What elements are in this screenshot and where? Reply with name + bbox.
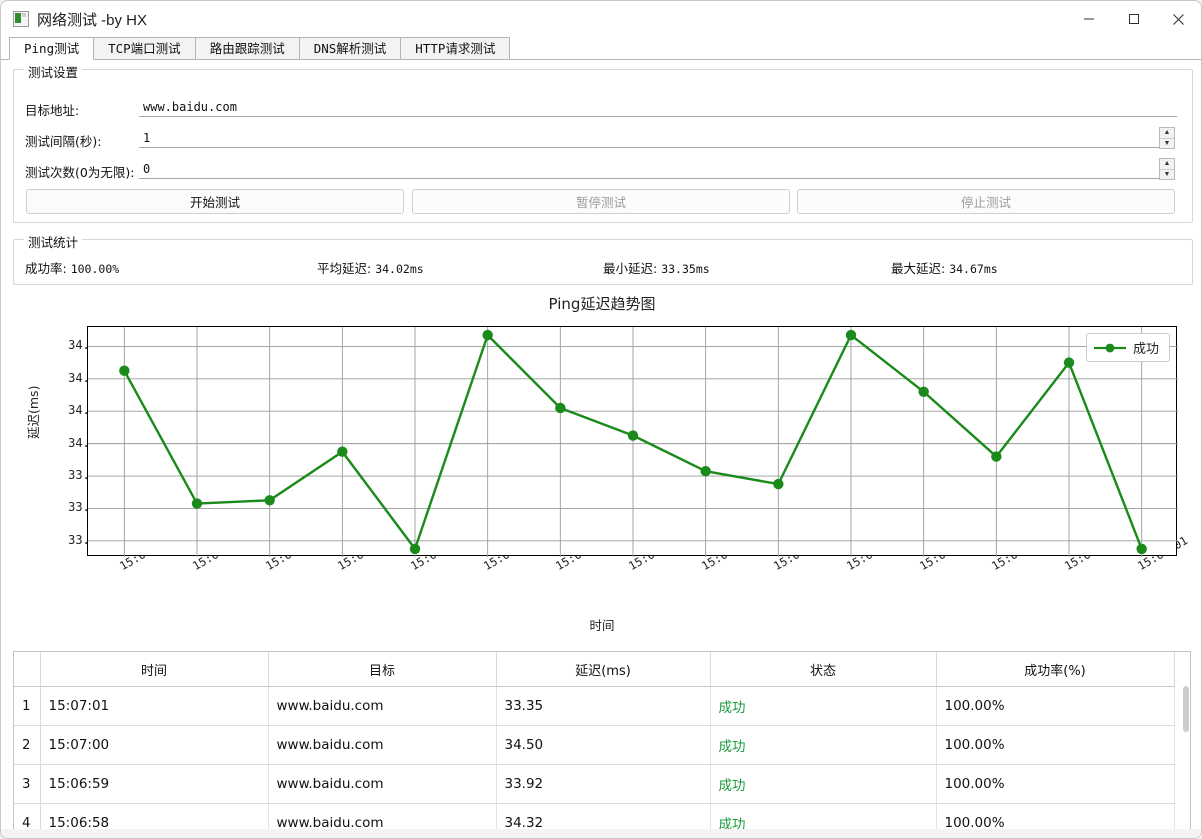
table-cell-rate: 100.00% [936, 803, 1175, 830]
start-test-button[interactable]: 开始测试 [26, 189, 404, 214]
table-cell-latency: 34.50 [496, 725, 711, 765]
pause-test-button[interactable]: 暂停测试 [412, 189, 790, 214]
chevron-down-icon[interactable]: ▼ [1163, 139, 1171, 147]
table-cell-time: 15:06:58 [40, 803, 269, 830]
avg-latency-stat: 平均延迟: 34.02ms [317, 258, 424, 277]
chart-legend: 成功 [1085, 333, 1170, 362]
table-cell-latency: 34.32 [496, 803, 711, 830]
success-rate-value: 100.00% [70, 262, 120, 276]
table-cell-target: www.baidu.com [268, 764, 497, 804]
table-header-row: 时间 目标 延迟(ms) 状态 成功率(%) [14, 652, 1175, 687]
table-row[interactable]: 3 15:06:59 www.baidu.com 33.92 成功 100.00% [14, 764, 1175, 804]
count-stepper[interactable]: ▲ ▼ [1159, 158, 1175, 180]
table-header-rownum [14, 652, 41, 687]
table-cell-time: 15:07:00 [40, 725, 269, 765]
window-title: 网络测试 -by HX [37, 11, 148, 29]
table-cell-status: 成功 [710, 803, 937, 830]
tab-ping[interactable]: Ping测试 [9, 37, 95, 60]
max-latency-stat: 最大延迟: 34.67ms [891, 258, 998, 277]
chevron-down-icon[interactable]: ▼ [1163, 170, 1171, 178]
tab-bar: Ping测试 TCP端口测试 路由跟踪测试 DNS解析测试 HTTP请求测试 [1, 37, 1201, 60]
target-address-label: 目标地址: [25, 103, 80, 118]
min-latency-value: 33.35ms [661, 262, 710, 276]
table-cell-time: 15:07:01 [40, 686, 269, 726]
status-bar [1, 829, 1201, 838]
max-latency-label: 最大延迟: [891, 261, 946, 276]
table-cell-rate: 100.00% [936, 764, 1175, 804]
test-statistics-group: 测试统计 [13, 232, 1193, 285]
table-cell-status: 成功 [710, 686, 937, 726]
title-bar: 网络测试 -by HX [1, 1, 1201, 37]
tab-tcp-port[interactable]: TCP端口测试 [93, 37, 196, 59]
app-logo-icon [13, 11, 29, 27]
table-body: 1 15:07:01 www.baidu.com 33.35 成功 100.00% 2 15:… [14, 686, 1175, 830]
chart-plot-area: 成功 [87, 326, 1178, 557]
table-header-target[interactable]: 目标 [268, 652, 497, 687]
results-table[interactable]: 时间 目标 延迟(ms) 状态 成功率(%) 1 15:07:01 www.baid… [13, 651, 1191, 831]
table-cell-status: 成功 [710, 725, 937, 765]
count-label: 测试次数(0为无限): [25, 165, 135, 180]
table-cell-latency: 33.35 [496, 686, 711, 726]
table-cell-rate: 100.00% [936, 725, 1175, 765]
avg-latency-value: 34.02ms [375, 262, 424, 276]
table-header-latency[interactable]: 延迟(ms) [496, 652, 711, 687]
tab-dns[interactable]: DNS解析测试 [298, 37, 402, 59]
table-row[interactable]: 4 15:06:58 www.baidu.com 34.32 成功 100.00% [14, 803, 1175, 830]
table-cell-rownum: 4 [14, 803, 41, 830]
tab-http[interactable]: HTTP请求测试 [400, 37, 511, 59]
chart-x-axis-label: 时间 [589, 618, 615, 633]
table-row[interactable]: 1 15:07:01 www.baidu.com 33.35 成功 100.00% [14, 686, 1175, 726]
table-cell-rate: 100.00% [936, 686, 1175, 726]
chevron-up-icon[interactable]: ▲ [1160, 128, 1174, 139]
tab-traceroute[interactable]: 路由跟踪测试 [194, 37, 300, 59]
chevron-up-icon[interactable]: ▲ [1160, 159, 1174, 170]
chart-svg [88, 327, 1178, 557]
avg-latency-label: 平均延迟: [317, 261, 372, 276]
table-row[interactable]: 2 15:07:00 www.baidu.com 34.50 成功 100.00% [14, 725, 1175, 765]
success-rate-label: 成功率: [25, 261, 67, 276]
min-latency-stat: 最小延迟: 33.35ms [603, 258, 710, 277]
table-cell-rownum: 2 [14, 725, 41, 765]
interval-stepper[interactable]: ▲ ▼ [1159, 127, 1175, 149]
chart-y-axis-label: 延迟(ms) [26, 385, 41, 439]
stop-test-button[interactable]: 停止测试 [797, 189, 1175, 214]
test-settings-title: 测试设置 [24, 62, 83, 81]
test-statistics-title: 测试统计 [24, 232, 83, 251]
table-header-time[interactable]: 时间 [40, 652, 269, 687]
table-cell-latency: 33.92 [496, 764, 711, 804]
interval-label: 测试间隔(秒): [25, 134, 102, 149]
target-address-input[interactable] [139, 97, 1177, 117]
table-cell-time: 15:06:59 [40, 764, 269, 804]
table-cell-target: www.baidu.com [268, 725, 497, 765]
max-latency-value: 34.67ms [949, 262, 998, 276]
close-button[interactable] [1156, 1, 1201, 37]
legend-marker-icon [1093, 343, 1126, 352]
success-rate-stat: 成功率: 100.00% [25, 258, 119, 277]
chart-title: Ping延迟趋势图 [548, 295, 656, 313]
latency-chart: Ping延迟趋势图 延迟(ms) 时间 33.4 33.6 33.8 34.0 34.2… [13, 289, 1191, 641]
table-header-status[interactable]: 状态 [710, 652, 937, 687]
maximize-button[interactable] [1111, 1, 1156, 37]
table-cell-target: www.baidu.com [268, 803, 497, 830]
table-cell-rownum: 1 [14, 686, 41, 726]
min-latency-label: 最小延迟: [603, 261, 658, 276]
table-cell-target: www.baidu.com [268, 686, 497, 726]
minimize-button[interactable] [1066, 1, 1111, 37]
table-header-rate[interactable]: 成功率(%) [936, 652, 1175, 687]
interval-input[interactable] [139, 128, 1161, 148]
window-controls [1066, 1, 1201, 37]
table-cell-status: 成功 [710, 764, 937, 804]
table-cell-rownum: 3 [14, 764, 41, 804]
table-scrollbar-thumb[interactable] [1183, 686, 1189, 732]
count-input[interactable] [139, 159, 1161, 179]
legend-label-success: 成功 [1132, 342, 1159, 357]
